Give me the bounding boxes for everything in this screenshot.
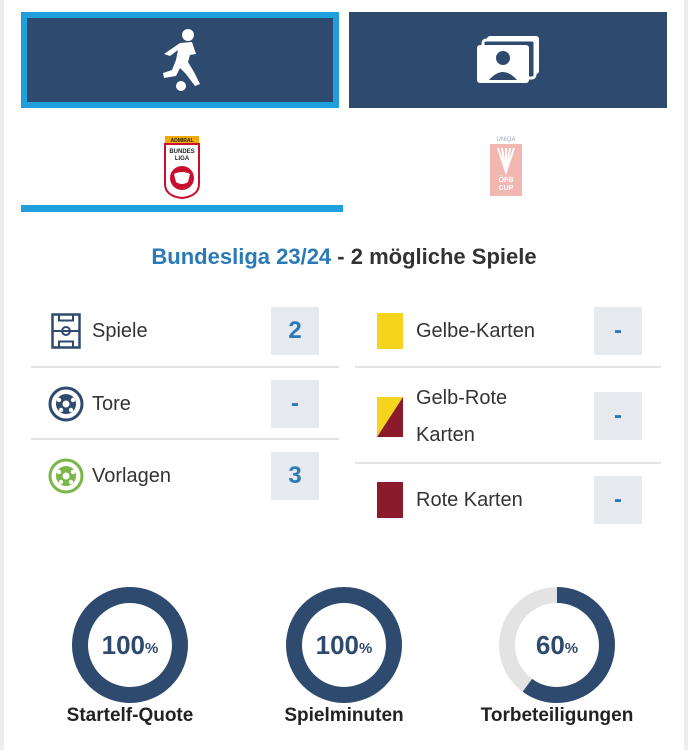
yellow-card-icon	[372, 313, 408, 349]
circle-value-startelf-quote: 100	[101, 629, 146, 660]
season-name: Bundesliga 23/24	[151, 244, 332, 269]
competition-ofb-cup[interactable]: UNIQA ÖFB CUP	[345, 122, 667, 212]
stat-value-gelbe-karten: -	[594, 307, 642, 355]
bundesliga-logo-text-top: ADMIRAL	[170, 138, 193, 144]
circle-value-spielminuten: 100	[315, 629, 360, 660]
circle-unit: %	[359, 639, 373, 657]
circle-unit: %	[564, 639, 579, 657]
stat-row-tore: Tore	[48, 386, 131, 422]
circle-label-spielminuten: Spielminuten	[284, 705, 404, 726]
yellow-red-card-icon	[372, 397, 408, 437]
season-subtitle: 2 mögliche Spiele	[350, 244, 537, 269]
ofb-cup-logo-text-mid: ÖFB	[499, 175, 514, 184]
active-competition-indicator	[21, 205, 343, 212]
progress-arc-startelf-quote	[72, 587, 188, 703]
stat-label-vorlagen: Vorlagen	[92, 465, 171, 487]
player-stats-card: ADMIRAL BUNDES LIGA UNIQA ÖFB CUP Bundes…	[4, 0, 684, 750]
stat-row-rote-karten: Rote Karten	[372, 482, 523, 518]
circle-startelf-quote: 100%	[70, 585, 190, 705]
stat-row-gelbe-karten: Gelbe-Karten	[372, 313, 535, 349]
bundesliga-logo-icon: ADMIRAL BUNDES LIGA	[164, 136, 200, 200]
stat-value-gelb-rote-karten: -	[594, 392, 642, 440]
progress-arc-torbeteiligungen	[499, 587, 615, 703]
pitch-icon	[48, 313, 84, 349]
stat-row-gelb-rote-karten: Gelb-Rote Karten	[372, 380, 507, 454]
stat-value-spiele: 2	[271, 307, 319, 355]
stat-label-spiele: Spiele	[92, 320, 148, 342]
stat-label-gelb-rote-line1: Gelb-Rote	[416, 387, 508, 409]
stat-label-gelbe-karten: Gelbe-Karten	[416, 320, 535, 342]
ofb-cup-logo-icon: UNIQA ÖFB CUP	[490, 137, 522, 196]
circle-torbeteiligungen: 60%	[497, 585, 617, 705]
divider	[355, 462, 661, 464]
stat-row-vorlagen: Vorlagen	[48, 458, 171, 494]
stat-label-tore: Tore	[92, 393, 131, 415]
stat-value-rote-karten: -	[594, 476, 642, 524]
circle-label-startelf-quote: Startelf-Quote	[66, 705, 194, 726]
bundesliga-logo-text-mid: BUNDES	[169, 149, 194, 155]
player-tab[interactable]	[21, 12, 339, 108]
circle-value-torbeteiligungen: 60	[535, 629, 565, 660]
circle-unit: %	[145, 639, 159, 657]
circle-spielminuten: 100%	[284, 585, 404, 705]
football-player-icon	[163, 29, 200, 91]
competition-bundesliga[interactable]: ADMIRAL BUNDES LIGA	[21, 122, 343, 212]
season-title: Bundesliga 23/24 - 2 mögliche Spiele	[4, 244, 684, 270]
divider	[355, 366, 661, 368]
profile-tab[interactable]	[349, 12, 667, 108]
divider	[31, 366, 339, 368]
ofb-cup-logo-text-top: UNIQA	[496, 137, 515, 143]
stat-value-vorlagen: 3	[271, 452, 319, 500]
assist-ball-icon	[48, 458, 84, 494]
stat-row-spiele: Spiele	[48, 313, 148, 349]
bundesliga-logo-text-bot: LIGA	[175, 156, 190, 162]
stat-label-gelb-rote-line2: Karten	[416, 424, 475, 446]
stat-value-tore: -	[271, 380, 319, 428]
ofb-cup-logo-text-bot: CUP	[499, 185, 514, 192]
circle-label-torbeteiligungen: Torbeteiligungen	[480, 705, 634, 726]
red-card-icon	[372, 482, 408, 518]
stat-label-rote-karten: Rote Karten	[416, 489, 523, 511]
season-separator: -	[331, 244, 351, 269]
divider	[31, 438, 339, 440]
profile-cards-icon	[477, 36, 539, 83]
ball-icon	[48, 386, 84, 422]
progress-arc-spielminuten	[286, 587, 402, 703]
